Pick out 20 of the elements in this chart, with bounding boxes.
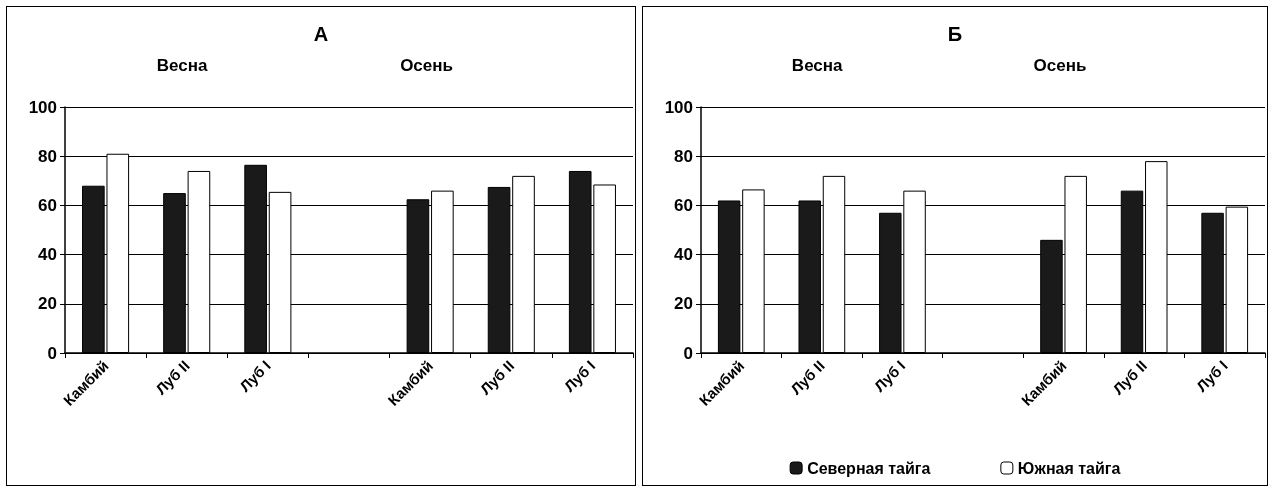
y-tick-label: 0 [683, 343, 693, 363]
y-tick-label: 20 [674, 294, 693, 314]
y-tick-label: 40 [674, 245, 693, 265]
y-tick-label: 40 [38, 245, 57, 265]
y-tick-label: 80 [38, 146, 57, 166]
y-tick-label: 80 [674, 146, 693, 166]
y-tick-label: 60 [674, 195, 693, 215]
y-tick-label: 20 [38, 294, 57, 314]
legend-label: Северная тайга [807, 459, 931, 477]
legend-label: Южная тайга [1017, 459, 1121, 477]
y-tick-label: 100 [28, 97, 57, 117]
text: Весна [791, 56, 844, 75]
text: Весна [156, 56, 208, 75]
y-tick-label: 0 [47, 343, 57, 363]
chart-title: Б [947, 23, 963, 45]
y-tick-label: 100 [664, 97, 693, 117]
text: Осень [1033, 56, 1087, 75]
chart-title: А [313, 23, 329, 45]
text: Осень [400, 56, 453, 75]
y-tick-label: 60 [38, 195, 57, 215]
